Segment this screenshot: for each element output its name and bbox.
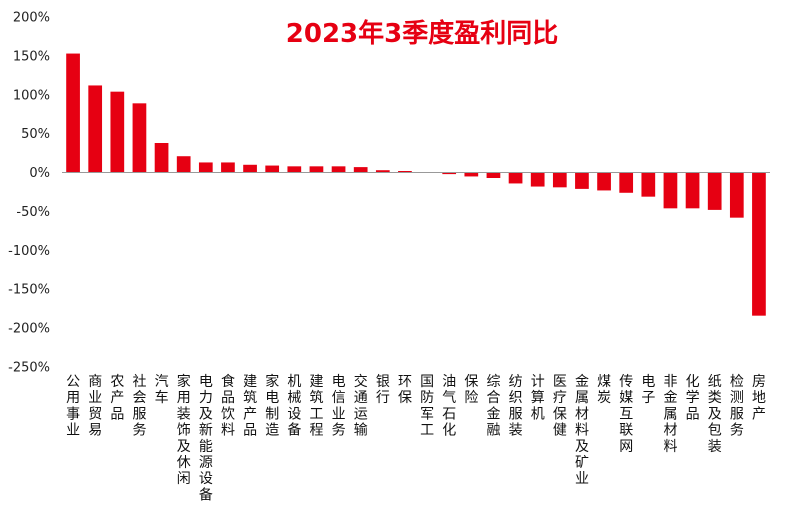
bar-29	[707, 172, 722, 210]
x-category-label: 家用装饰及休闲	[177, 373, 191, 487]
bar-18	[464, 172, 479, 177]
bar-8	[243, 164, 257, 173]
bar-28	[685, 172, 700, 209]
x-category-label: 社会服务	[132, 374, 146, 439]
x-category-label: 环保	[398, 374, 412, 406]
y-tick-label: -200%	[8, 322, 50, 337]
y-axis-ticks: 200% 150% 100% 50% 0% -50% -100% -150% -200% -250…	[8, 11, 50, 376]
bar-20	[508, 172, 523, 184]
x-category-label: 金属材料及矿业	[575, 374, 589, 487]
bar-11	[309, 166, 324, 173]
x-category-label: 化学品	[686, 374, 700, 422]
bar-19	[486, 172, 501, 178]
x-category-label: 家电制造	[265, 373, 279, 439]
x-category-label: 机械设备	[287, 374, 301, 439]
bar-3	[132, 103, 147, 173]
bar-30	[729, 172, 744, 218]
bar-13	[353, 167, 368, 173]
x-category-label: 综合金融	[486, 374, 500, 439]
bar-12	[331, 166, 346, 173]
x-category-label: 国防军工	[420, 374, 434, 439]
bar-15	[398, 171, 412, 173]
bar-2	[110, 91, 125, 173]
x-category-label: 检测服务	[730, 374, 744, 439]
x-category-label: 传媒互联网	[619, 374, 633, 455]
bar-4	[154, 143, 169, 173]
x-category-label: 商业贸易	[88, 374, 102, 439]
x-category-label: 电力及新能源设备	[199, 374, 213, 503]
y-tick-label: 200%	[13, 11, 50, 26]
y-tick-label: -50%	[16, 205, 50, 220]
x-category-label: 农产品	[110, 374, 124, 422]
y-tick-label: -250%	[8, 361, 50, 376]
bar-17	[442, 172, 457, 175]
bar-1	[88, 85, 103, 173]
bar-26	[641, 172, 656, 197]
x-category-label: 医疗保健	[553, 374, 567, 439]
x-category-label: 电信业务	[332, 374, 346, 439]
x-category-label: 非金属材料	[663, 374, 677, 455]
bars	[66, 53, 766, 316]
x-category-label: 房地产	[752, 374, 766, 422]
y-tick-label: 150%	[13, 49, 50, 64]
x-category-label: 建筑工程	[309, 374, 323, 439]
x-category-label: 食品饮料	[221, 373, 235, 439]
bar-6	[198, 162, 213, 173]
x-category-label: 银行	[376, 374, 390, 406]
x-axis-labels: 公用事业商业贸易农产品社会服务汽车家用装饰及休闲电力及新能源设备食品饮料建筑产品…	[66, 373, 766, 503]
x-category-label: 公用事业	[66, 374, 80, 439]
x-category-label: 建筑产品	[243, 374, 257, 439]
x-category-label: 电子	[641, 374, 655, 406]
bar-23	[575, 172, 589, 189]
bar-10	[287, 166, 302, 173]
bar-22	[552, 172, 567, 188]
x-category-label: 汽车	[155, 374, 169, 406]
bar-14	[375, 170, 390, 173]
x-category-label: 计算机	[531, 374, 545, 422]
bar-24	[597, 172, 611, 191]
bar-21	[530, 172, 545, 187]
x-category-label: 保险	[464, 374, 478, 406]
x-category-label: 纸类及包装	[708, 374, 722, 455]
bar-5	[176, 156, 191, 173]
y-tick-label: -150%	[8, 283, 50, 298]
chart-title: 2023年3季度盈利同比	[286, 18, 558, 49]
y-tick-label: 0%	[29, 166, 50, 181]
bar-0	[66, 53, 80, 173]
x-category-label: 纺织服装	[509, 374, 523, 439]
y-tick-label: -100%	[8, 244, 50, 259]
bar-25	[619, 172, 634, 193]
bar-9	[265, 165, 280, 173]
bar-27	[663, 172, 678, 209]
y-tick-label: 50%	[21, 127, 50, 142]
bar-7	[221, 162, 235, 173]
x-category-label: 油气石化	[442, 374, 456, 439]
y-tick-label: 100%	[13, 88, 50, 103]
bar-31	[752, 172, 766, 316]
x-category-label: 交通运输	[354, 373, 368, 439]
x-category-label: 煤炭	[597, 374, 611, 406]
